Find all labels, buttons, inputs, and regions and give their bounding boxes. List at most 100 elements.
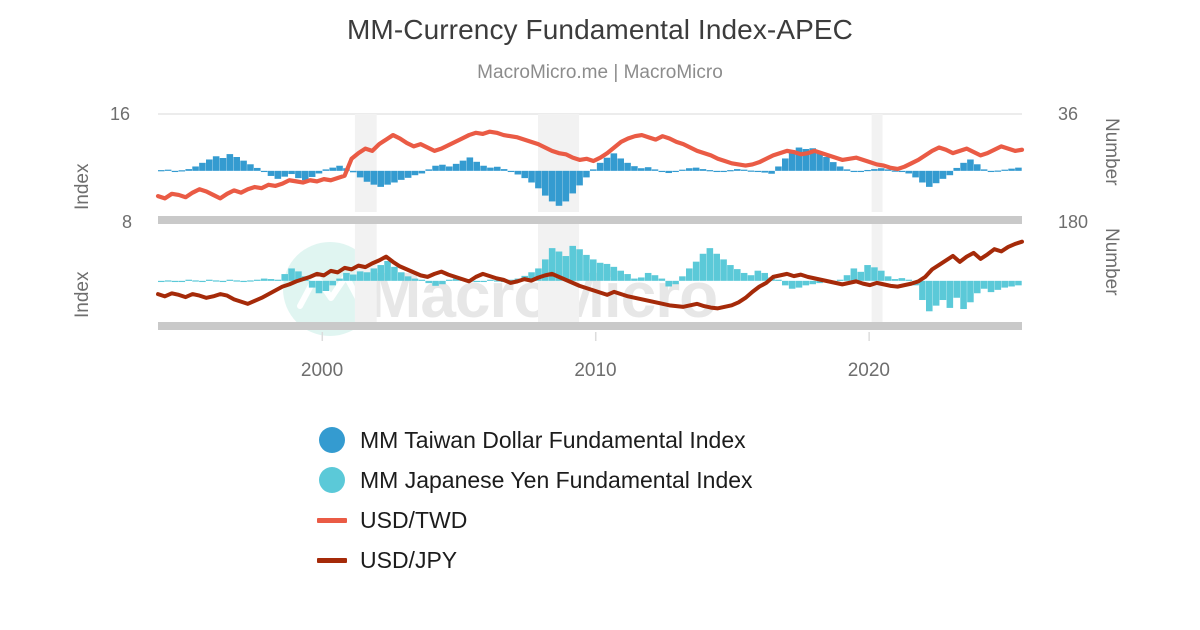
- bar: [507, 279, 515, 281]
- bar: [514, 170, 522, 175]
- bar: [288, 268, 295, 281]
- chart-subtitle: MacroMicro.me | MacroMicro: [477, 62, 723, 83]
- bar: [226, 154, 234, 171]
- series-line: [155, 129, 1025, 201]
- bar: [411, 278, 419, 281]
- bar: [240, 160, 247, 171]
- bar: [260, 278, 268, 281]
- bar: [185, 279, 192, 281]
- bar: [576, 249, 583, 281]
- bar: [891, 279, 899, 281]
- bar: [836, 166, 844, 171]
- bar: [980, 280, 988, 289]
- legend-swatch-shape: [319, 467, 345, 493]
- bar: [548, 170, 556, 202]
- bar: [576, 170, 583, 186]
- bar: [734, 269, 741, 281]
- bar: [398, 272, 405, 281]
- bar: [466, 157, 474, 171]
- legend-label: USD/TWD: [360, 506, 468, 533]
- legend-label: USD/JPY: [360, 546, 458, 573]
- bar: [281, 274, 288, 281]
- bar: [288, 170, 295, 175]
- bar: [713, 253, 720, 281]
- bar: [795, 147, 803, 171]
- bar: [267, 279, 275, 281]
- bar: [850, 268, 858, 281]
- bar: [418, 170, 426, 174]
- bar: [480, 165, 487, 171]
- bar: [302, 170, 309, 181]
- bar: [384, 170, 391, 185]
- bar: [953, 280, 960, 298]
- bar: [946, 280, 954, 308]
- bar: [994, 280, 1002, 290]
- bar: [240, 280, 247, 283]
- bar: [178, 280, 186, 283]
- bar: [295, 271, 302, 281]
- bar: [254, 167, 261, 171]
- bar: [391, 170, 398, 183]
- bar: [206, 159, 213, 171]
- bar: [686, 168, 693, 171]
- bar: [967, 159, 974, 171]
- bar: [1001, 280, 1008, 288]
- legend-item[interactable]: USD/TWD: [310, 500, 950, 540]
- bar: [418, 279, 426, 281]
- bar: [651, 169, 659, 171]
- legend-dot-icon: [310, 467, 354, 493]
- bar: [1008, 280, 1015, 287]
- bar: [164, 169, 172, 171]
- legend-item[interactable]: USD/JPY: [310, 540, 950, 580]
- bar: [747, 170, 755, 172]
- bar: [912, 170, 919, 178]
- bar: [308, 170, 316, 177]
- plot-area: [155, 113, 1025, 341]
- bar: [658, 278, 666, 281]
- bar: [356, 170, 364, 178]
- bar: [274, 279, 282, 281]
- bar: [884, 169, 892, 171]
- bar: [494, 166, 501, 171]
- bar: [247, 164, 254, 171]
- legend-dot-icon: [310, 427, 354, 453]
- bar: [919, 170, 926, 183]
- bar: [734, 169, 741, 171]
- bar: [775, 279, 782, 281]
- bar: [980, 169, 988, 171]
- bar: [555, 251, 563, 281]
- bar: [603, 157, 611, 171]
- bar: [871, 169, 878, 171]
- bar: [356, 271, 364, 281]
- bar: [404, 170, 412, 178]
- bar: [199, 280, 206, 283]
- bar: [590, 169, 597, 171]
- bar: [809, 280, 816, 285]
- bar: [665, 280, 672, 287]
- bar: [432, 280, 439, 286]
- bar: [974, 164, 981, 171]
- x-tick-label: 2020: [847, 360, 891, 381]
- bar: [473, 161, 480, 171]
- legend-item[interactable]: MM Japanese Yen Fundamental Index: [310, 460, 950, 500]
- bar: [768, 170, 775, 174]
- bar: [212, 156, 220, 171]
- bar: [158, 280, 165, 283]
- bar: [329, 167, 336, 171]
- bar: [494, 280, 501, 282]
- bar: [596, 262, 604, 281]
- bar: [686, 268, 693, 281]
- bar: [823, 157, 830, 171]
- bar: [905, 279, 912, 281]
- bar: [878, 168, 885, 171]
- bar: [528, 170, 535, 183]
- recession-band: [354, 114, 377, 212]
- panel-divider: [158, 216, 1022, 224]
- bar: [624, 162, 631, 171]
- bar: [432, 165, 439, 171]
- bar: [727, 265, 734, 281]
- legend-item[interactable]: MM Taiwan Dollar Fundamental Index: [310, 420, 950, 460]
- bar: [932, 280, 940, 306]
- bar: [226, 279, 234, 281]
- bar: [233, 157, 240, 171]
